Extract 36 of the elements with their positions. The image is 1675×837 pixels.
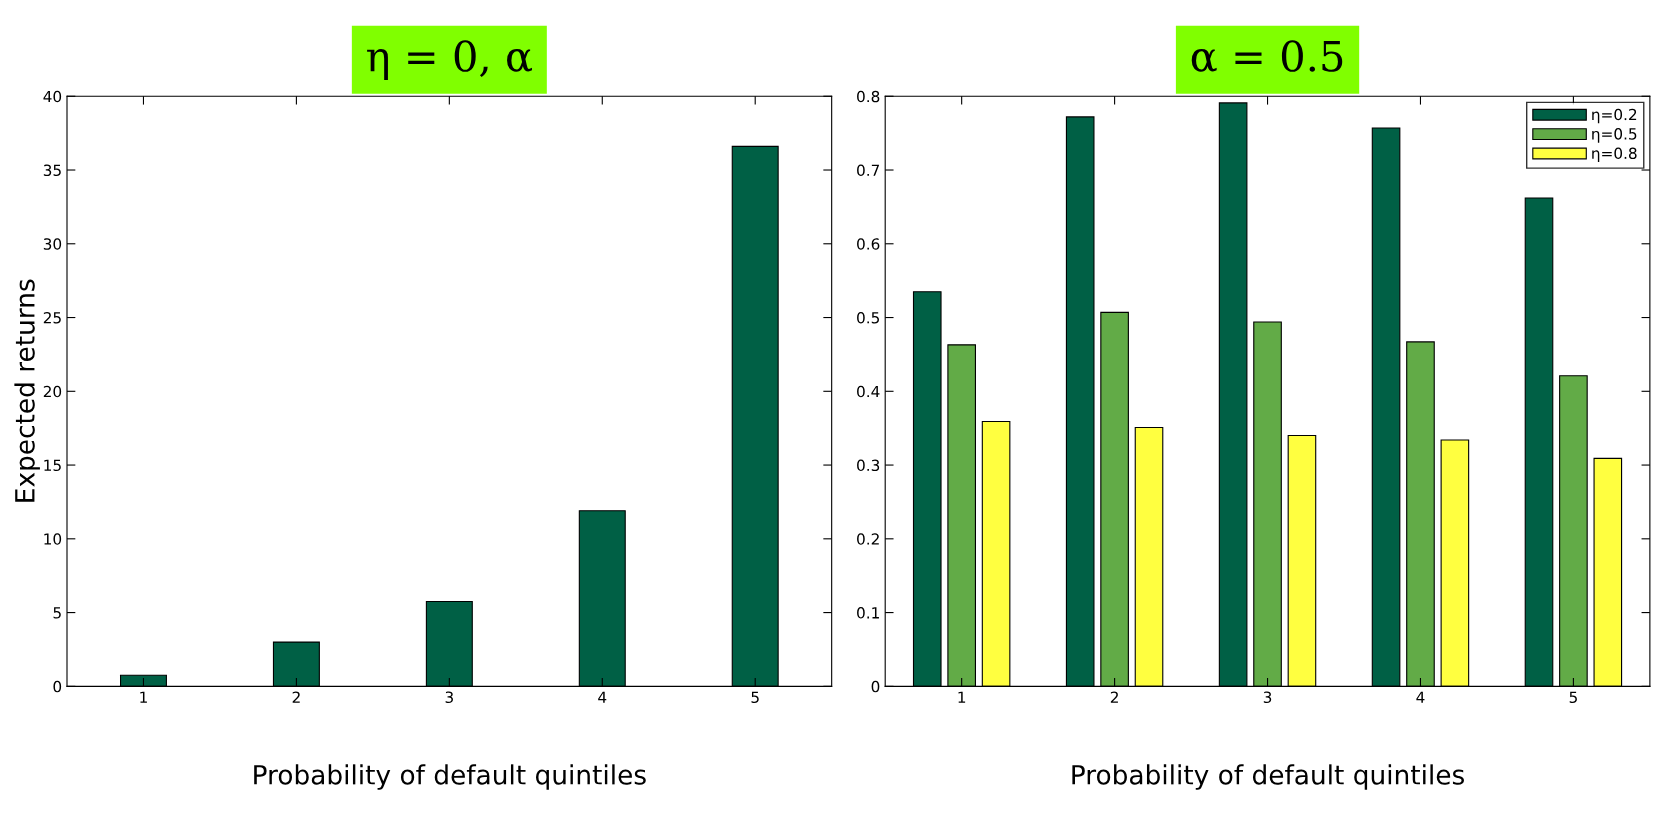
y-tick-label: 10 xyxy=(44,533,62,545)
y-tick-label: 15 xyxy=(44,459,61,472)
y-tick-label: 30 xyxy=(43,238,62,250)
y-tick-label: 0.2 xyxy=(857,533,879,545)
legend-label: η=0.8 xyxy=(1592,147,1637,162)
chart-title: α = 0.5 xyxy=(1191,40,1343,72)
y-tick-label: 0.1 xyxy=(857,607,879,619)
y-axis-title: Expected returns xyxy=(14,279,40,502)
y-tick-label: 0.3 xyxy=(857,459,880,472)
y-tick-label: 0 xyxy=(53,680,62,693)
y-tick-label: 40 xyxy=(43,90,62,103)
x-tick-label: 4 xyxy=(1416,691,1425,703)
x-tick-label: 5 xyxy=(751,691,759,704)
y-tick-label: 0.8 xyxy=(857,90,880,103)
x-tick-label: 1 xyxy=(140,691,147,703)
y-tick-label: 5 xyxy=(53,607,61,619)
x-tick-label: 1 xyxy=(958,691,966,703)
y-tick-label: 0 xyxy=(871,680,880,693)
legend-label: η=0.2 xyxy=(1592,108,1637,124)
legend-label: η=0.5 xyxy=(1592,128,1637,143)
x-axis-title: Probability of default quintiles xyxy=(1072,764,1464,790)
y-tick-label: 0.4 xyxy=(857,385,880,398)
x-tick-label: 5 xyxy=(1569,691,1577,704)
y-tick-label: 35 xyxy=(43,164,61,177)
y-tick-label: 25 xyxy=(43,312,61,324)
chart-title: η = 0, α xyxy=(367,40,532,80)
y-tick-label: 0.6 xyxy=(857,238,880,250)
y-tick-label: 0.5 xyxy=(857,312,880,324)
x-tick-label: 2 xyxy=(292,691,300,703)
x-tick-label: 4 xyxy=(598,691,607,703)
y-tick-label: 0.7 xyxy=(857,164,880,177)
y-tick-label: 20 xyxy=(43,385,62,398)
x-axis-title: Probability of default quintiles xyxy=(254,764,646,790)
x-tick-label: 3 xyxy=(445,691,453,704)
x-tick-label: 2 xyxy=(1110,691,1118,703)
x-tick-label: 3 xyxy=(1263,691,1272,704)
